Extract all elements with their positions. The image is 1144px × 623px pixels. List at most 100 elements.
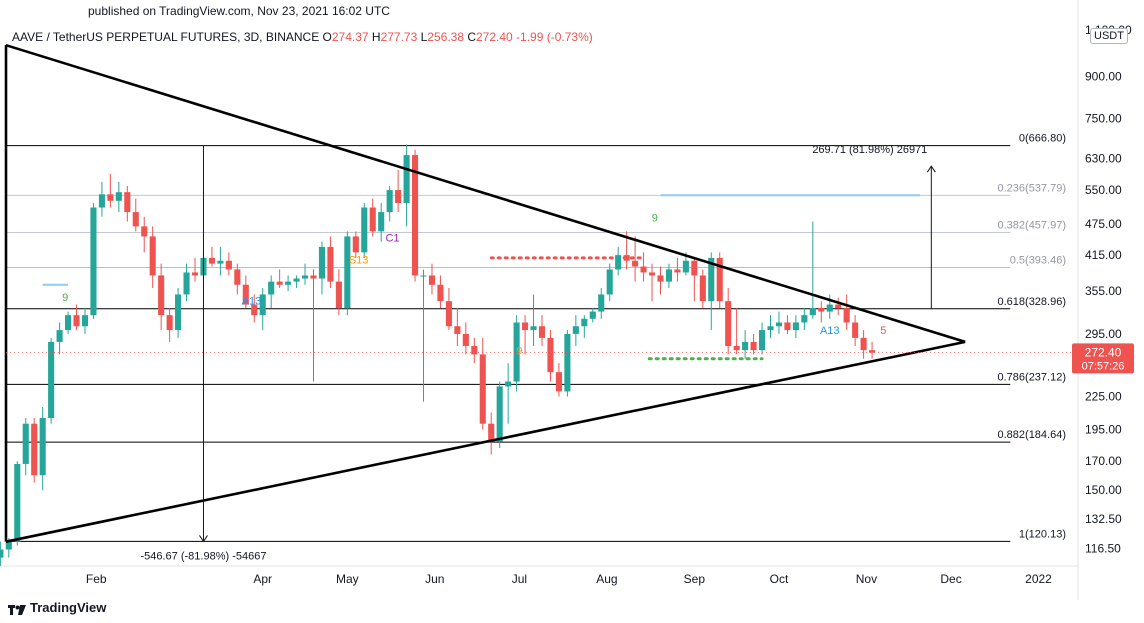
candle-body bbox=[318, 246, 326, 279]
measure-up-arrowhead bbox=[926, 165, 936, 173]
candle-body bbox=[835, 304, 842, 309]
candle-body bbox=[547, 337, 554, 373]
measure-down-arrowhead bbox=[199, 535, 208, 543]
y-tick-label: 550.00 bbox=[1085, 183, 1122, 197]
ohlc-high-label: H bbox=[369, 30, 381, 44]
td-sequential-label: 5 bbox=[880, 325, 886, 337]
chart-svg[interactable]: 116.50132.50150.00170.00195.00225.00255.… bbox=[0, 0, 1144, 600]
x-tick-label: 2022 bbox=[1025, 572, 1052, 586]
ohlc-close-value: 272.40 bbox=[476, 30, 513, 44]
triangle-upper-trendline bbox=[5, 43, 966, 344]
td-sequential-label: A13 bbox=[820, 325, 840, 337]
candle-body bbox=[149, 236, 156, 276]
candle-body bbox=[733, 345, 740, 351]
candle-body bbox=[0, 549, 4, 558]
candle-body bbox=[352, 236, 359, 253]
candle-body bbox=[530, 326, 537, 331]
candle-body bbox=[158, 275, 165, 316]
ohlc-low-value: 256.38 bbox=[427, 30, 464, 44]
last-price-tag bbox=[1072, 343, 1134, 374]
candle-body bbox=[208, 257, 215, 264]
y-tick-label: 475.00 bbox=[1085, 217, 1122, 231]
y-tick-label: 170.00 bbox=[1085, 454, 1122, 468]
candle-body bbox=[48, 341, 55, 418]
candle-body bbox=[665, 269, 672, 282]
ohlc-close-label: C bbox=[464, 30, 476, 44]
td-sequential-label: 9 bbox=[516, 345, 522, 357]
y-tick-label: 355.00 bbox=[1085, 284, 1122, 298]
ohlc-change-value: -1.99 (-0.73%) bbox=[513, 30, 593, 44]
x-tick-label: Oct bbox=[770, 572, 789, 586]
candle-body bbox=[598, 294, 605, 312]
candle-body bbox=[90, 207, 97, 316]
candle-body bbox=[344, 236, 351, 309]
candle-body bbox=[479, 354, 486, 424]
candle-body bbox=[141, 226, 148, 237]
y-tick-label: 195.00 bbox=[1085, 423, 1122, 437]
candle-body bbox=[242, 284, 249, 305]
td-sequential-label: S13 bbox=[349, 255, 369, 267]
y-tick-label: 630.00 bbox=[1085, 152, 1122, 166]
candle-body bbox=[115, 192, 122, 201]
candle-body bbox=[428, 275, 436, 285]
candle-body bbox=[420, 275, 427, 277]
price-chart[interactable]: 116.50132.50150.00170.00195.00225.00255.… bbox=[0, 0, 1144, 600]
candle-body bbox=[98, 194, 105, 208]
candle-body bbox=[691, 260, 698, 276]
candle-body bbox=[335, 281, 342, 309]
candle-body bbox=[31, 423, 38, 476]
x-tick-label: Jul bbox=[512, 572, 527, 586]
candle-body bbox=[555, 372, 562, 392]
tradingview-logo-icon bbox=[8, 603, 26, 615]
candle-body bbox=[107, 194, 114, 201]
candle-body bbox=[361, 207, 368, 253]
y-tick-label: 750.00 bbox=[1085, 111, 1122, 125]
last-price-countdown: 07:57:26 bbox=[1082, 360, 1125, 372]
candle-body bbox=[454, 326, 461, 334]
candle-body bbox=[412, 155, 419, 276]
td-sequential-label: 9 bbox=[62, 292, 68, 304]
candle-body bbox=[22, 423, 29, 464]
candle-body bbox=[14, 463, 21, 542]
fib-level-label: 0.786(237.12) bbox=[998, 371, 1067, 383]
measure-down-label: -546.67 (-81.98%) -54667 bbox=[140, 550, 266, 562]
y-tick-label: 132.50 bbox=[1085, 512, 1122, 526]
candle-body bbox=[234, 269, 241, 285]
currency-badge[interactable]: USDT bbox=[1090, 28, 1128, 44]
candle-body bbox=[5, 541, 12, 550]
candle-body bbox=[792, 322, 799, 331]
candle-body bbox=[843, 308, 850, 323]
published-caption: published on TradingView.com, Nov 23, 20… bbox=[88, 4, 390, 18]
x-tick-label: Dec bbox=[940, 572, 961, 586]
candle-body bbox=[132, 212, 139, 227]
candle-body bbox=[758, 330, 766, 351]
candle-body bbox=[505, 381, 512, 387]
candle-body bbox=[386, 190, 393, 213]
candle-body bbox=[682, 260, 689, 273]
candle-body bbox=[767, 326, 774, 331]
fib-level-label: 0.236(537.79) bbox=[998, 182, 1067, 194]
candle-body bbox=[632, 260, 639, 267]
candle-body bbox=[809, 308, 816, 316]
x-tick-label: Sep bbox=[684, 572, 706, 586]
candle-body bbox=[471, 345, 478, 355]
candle-body bbox=[784, 322, 791, 331]
ohlc-open-value: 274.37 bbox=[332, 30, 369, 44]
candle-body bbox=[327, 246, 334, 282]
tradingview-footer[interactable]: TradingView bbox=[8, 600, 106, 615]
candle-body bbox=[742, 341, 749, 351]
ohlc-low-label: L bbox=[417, 30, 427, 44]
candle-body bbox=[496, 386, 503, 442]
candle-body bbox=[522, 322, 529, 331]
y-tick-label: 150.00 bbox=[1085, 483, 1122, 497]
candle-body bbox=[648, 272, 656, 276]
candle-body bbox=[56, 330, 63, 342]
y-tick-label: 295.00 bbox=[1085, 327, 1122, 341]
x-tick-label: Feb bbox=[86, 572, 107, 586]
candle-body bbox=[378, 212, 385, 232]
x-tick-label: Nov bbox=[856, 572, 877, 586]
candle-body bbox=[65, 315, 72, 331]
candle-body bbox=[589, 311, 596, 319]
candle-body bbox=[301, 275, 309, 279]
candle-body bbox=[166, 315, 173, 331]
